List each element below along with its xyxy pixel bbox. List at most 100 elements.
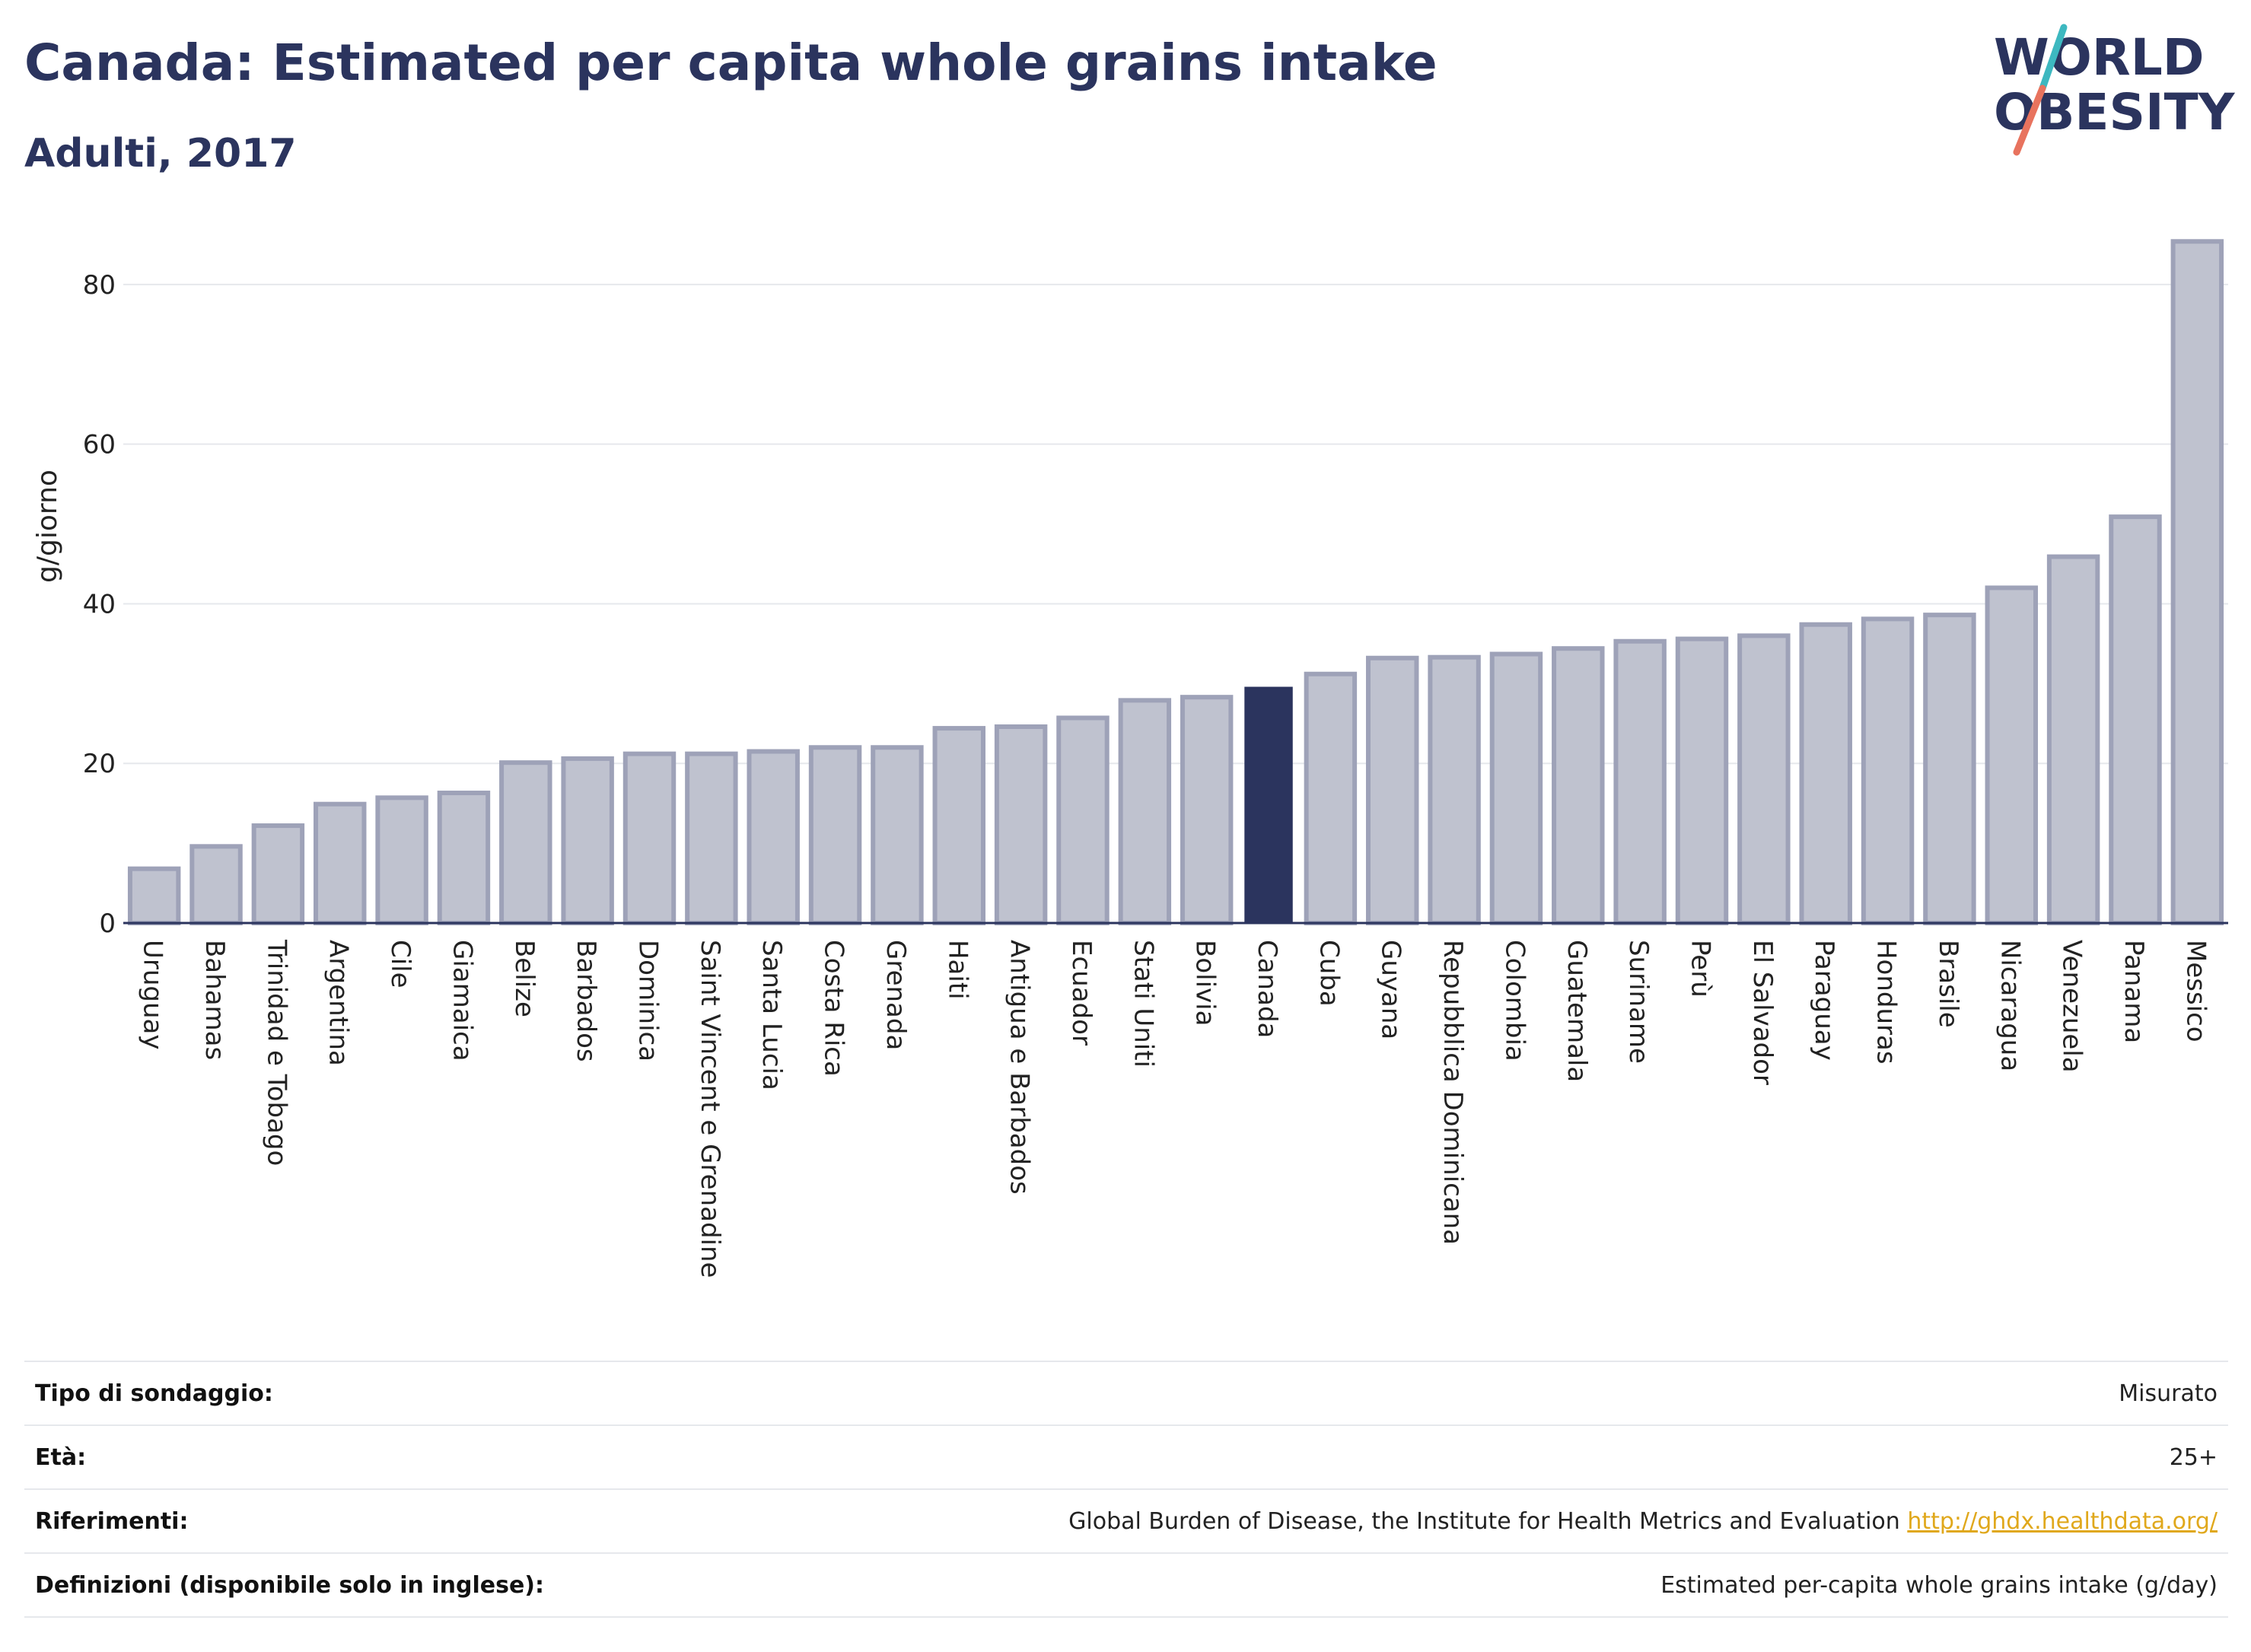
bar[interactable] bbox=[1056, 715, 1110, 925]
info-value: Global Burden of Disease, the Institute … bbox=[712, 1488, 2228, 1554]
bar[interactable] bbox=[2109, 514, 2162, 925]
x-tick-label: Haiti bbox=[942, 940, 973, 1000]
bar[interactable] bbox=[2046, 554, 2100, 925]
bar[interactable] bbox=[189, 844, 243, 925]
bar[interactable] bbox=[127, 866, 181, 925]
x-tick-label: Grenada bbox=[880, 940, 911, 1050]
info-value-text: Estimated per-capita whole grains intake… bbox=[1660, 1571, 2218, 1599]
bar[interactable] bbox=[747, 749, 800, 925]
y-tick-label: 60 bbox=[83, 430, 116, 460]
reference-link[interactable]: http://ghdx.healthdata.org/ bbox=[1907, 1507, 2218, 1535]
bar[interactable] bbox=[1737, 633, 1791, 926]
bar[interactable] bbox=[932, 726, 985, 925]
x-tick-label: Dominica bbox=[633, 940, 664, 1062]
bar-chart: 0 20 40 60 80 Uruguay Bahamas Trinidad e Tobag… bbox=[32, 239, 2228, 1278]
x-tick-label: Venezuela bbox=[2057, 940, 2087, 1073]
x-tick-label: Canada bbox=[1252, 940, 1282, 1038]
y-tick-label: 80 bbox=[83, 270, 116, 301]
bar[interactable] bbox=[1799, 622, 1852, 925]
bar[interactable] bbox=[1244, 686, 1293, 923]
info-value-text: Global Burden of Disease, the Institute … bbox=[1068, 1507, 1908, 1535]
bar[interactable] bbox=[994, 724, 1048, 925]
x-tick-label: Cile bbox=[385, 940, 415, 988]
x-tick-label: Stati Uniti bbox=[1128, 940, 1158, 1068]
x-tick-label: El Salvador bbox=[1747, 940, 1778, 1085]
bar[interactable] bbox=[808, 745, 862, 925]
world-obesity-logo: WORLD OBESITY bbox=[1994, 24, 2236, 156]
y-tick-labels: 0 20 40 60 80 bbox=[83, 270, 116, 939]
x-tick-label: Trinidad e Tobago bbox=[261, 939, 291, 1166]
x-tick-label: Guatemala bbox=[1562, 940, 1592, 1082]
y-tick-label: 20 bbox=[83, 749, 116, 779]
x-tick-label: Messico bbox=[2180, 940, 2211, 1042]
x-tick-label: Saint Vincent e Grenadine bbox=[695, 940, 725, 1278]
info-value: 25+ bbox=[712, 1424, 2228, 1490]
bar[interactable] bbox=[1923, 613, 1976, 925]
bar[interactable] bbox=[1985, 585, 2038, 926]
bar[interactable] bbox=[561, 756, 614, 925]
x-tick-label: Uruguay bbox=[138, 940, 168, 1050]
x-tick-label: Guyana bbox=[1376, 940, 1406, 1039]
info-row-definitions: Definizioni (disponibile solo in inglese… bbox=[24, 1552, 2228, 1618]
chart-subtitle: Adulti, 2017 bbox=[24, 131, 297, 177]
x-tick-label: Bahamas bbox=[199, 940, 230, 1060]
info-value-text: Misurato bbox=[2119, 1380, 2218, 1407]
x-tick-label: Nicaragua bbox=[1995, 940, 2025, 1071]
bars bbox=[127, 239, 2224, 926]
x-tick-label: Giamaica bbox=[447, 940, 477, 1062]
bar[interactable] bbox=[437, 791, 491, 926]
y-tick-label: 0 bbox=[99, 909, 116, 939]
bar[interactable] bbox=[1489, 651, 1543, 925]
bar[interactable] bbox=[1552, 646, 1605, 925]
x-tick-label: Colombia bbox=[1499, 940, 1530, 1062]
bar[interactable] bbox=[1675, 636, 1729, 925]
info-key: Età: bbox=[24, 1424, 712, 1490]
bar[interactable] bbox=[871, 745, 924, 925]
bar[interactable] bbox=[251, 823, 305, 926]
info-value-text: 25+ bbox=[2169, 1444, 2218, 1471]
x-tick-label: Perù bbox=[1686, 940, 1716, 998]
bar[interactable] bbox=[1613, 638, 1667, 926]
info-value: Misurato bbox=[712, 1361, 2228, 1426]
x-tick-label: Argentina bbox=[323, 940, 354, 1066]
info-table: Tipo di sondaggio: Misurato Età: 25+ Rif… bbox=[24, 1361, 2228, 1618]
info-value: Estimated per-capita whole grains intake… bbox=[712, 1552, 2228, 1618]
bar[interactable] bbox=[314, 801, 367, 926]
info-key: Tipo di sondaggio: bbox=[24, 1361, 712, 1426]
chart-title: Canada: Estimated per capita whole grain… bbox=[24, 33, 1438, 92]
x-tick-label: Belize bbox=[509, 940, 540, 1017]
x-tick-label: Bolivia bbox=[1190, 940, 1221, 1026]
x-tick-label: Honduras bbox=[1871, 940, 1902, 1065]
bar[interactable] bbox=[2170, 239, 2224, 925]
bar[interactable] bbox=[685, 751, 738, 926]
x-tick-label: Brasile bbox=[1933, 940, 1963, 1028]
x-tick-label: Paraguay bbox=[1809, 940, 1839, 1061]
x-tick-label: Antigua e Barbados bbox=[1005, 940, 1035, 1195]
y-tick-label: 40 bbox=[83, 589, 116, 619]
x-tick-label: Cuba bbox=[1313, 940, 1344, 1007]
bar[interactable] bbox=[1428, 654, 1481, 925]
logo-slash-top bbox=[2039, 24, 2068, 92]
logo-line-1: WORLD bbox=[1994, 28, 2205, 87]
info-key: Riferimenti: bbox=[24, 1488, 712, 1554]
bar[interactable] bbox=[1118, 698, 1172, 926]
bar[interactable] bbox=[1366, 655, 1419, 925]
bar[interactable] bbox=[622, 751, 677, 926]
info-key: Definizioni (disponibile solo in inglese… bbox=[24, 1552, 712, 1618]
bar[interactable] bbox=[1861, 616, 1915, 925]
bar[interactable] bbox=[499, 760, 552, 925]
x-tick-label: Santa Lucia bbox=[756, 940, 787, 1090]
info-row-references: Riferimenti: Global Burden of Disease, t… bbox=[24, 1488, 2228, 1554]
bar[interactable] bbox=[1180, 695, 1234, 925]
x-tick-label: Barbados bbox=[571, 940, 601, 1062]
bar[interactable] bbox=[1304, 671, 1358, 925]
x-tick-label: Costa Rica bbox=[819, 940, 849, 1077]
x-tick-label: Suriname bbox=[1623, 940, 1654, 1064]
info-row-survey-type: Tipo di sondaggio: Misurato bbox=[24, 1361, 2228, 1426]
x-tick-labels: Uruguay Bahamas Trinidad e Tobago Argentina… bbox=[138, 939, 2211, 1278]
bar[interactable] bbox=[375, 795, 428, 925]
info-row-age: Età: 25+ bbox=[24, 1424, 2228, 1490]
logo-slash-bottom bbox=[2013, 84, 2046, 156]
x-tick-label: Ecuador bbox=[1066, 940, 1097, 1046]
y-axis-title: g/giorno bbox=[32, 469, 63, 583]
